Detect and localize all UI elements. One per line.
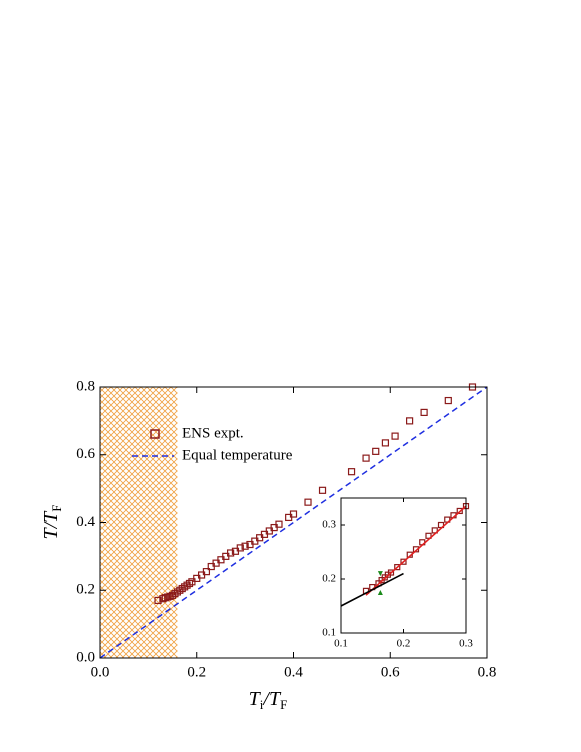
data-point	[406, 417, 414, 425]
data-point	[387, 569, 395, 576]
data-point	[154, 596, 162, 605]
data-point	[241, 542, 249, 550]
data-point	[236, 544, 244, 552]
x-axis-label-part: i	[260, 697, 264, 712]
series-line	[340, 572, 404, 607]
plot-frame	[340, 497, 467, 634]
data-point	[444, 396, 452, 405]
data-point	[347, 468, 356, 476]
data-point	[289, 510, 298, 518]
data-point	[372, 447, 380, 455]
legend-label: ENS expt.	[182, 425, 244, 441]
data-point	[391, 432, 399, 440]
series-line	[365, 505, 467, 596]
x-axis-label: Ti/TF	[249, 688, 288, 712]
y-tick-label: 0.6	[76, 446, 95, 462]
shaded-region	[100, 387, 178, 658]
x-tick-label: 0.0	[91, 664, 110, 680]
legend-marker	[150, 429, 160, 439]
y-tick-label: 0.2	[76, 582, 95, 598]
x-tick-label: 0.2	[187, 664, 206, 680]
data-point	[227, 549, 235, 557]
y-axis-label: T/TF	[40, 504, 64, 539]
data-point	[381, 439, 390, 447]
y-tick-label: 0.1	[322, 627, 336, 639]
data-point	[377, 590, 383, 595]
y-tick-label: 0.3	[322, 519, 336, 531]
data-point	[304, 498, 312, 506]
y-tick-label: 0.4	[76, 514, 95, 530]
data-point	[275, 520, 283, 528]
x-tick-label: 0.3	[459, 638, 473, 650]
y-tick-label: 0.8	[76, 378, 95, 394]
x-tick-label: 0.1	[334, 638, 348, 650]
x-tick-label: 0.2	[397, 638, 411, 650]
y-axis-label-part: T/T	[40, 510, 62, 540]
data-point	[202, 568, 211, 576]
data-point	[394, 564, 401, 571]
plot-frame	[99, 386, 488, 659]
x-tick-label: 0.4	[284, 664, 303, 680]
x-axis-label-part: /T	[262, 688, 282, 710]
inset-background	[341, 498, 466, 633]
data-point	[318, 486, 327, 494]
legend-label: Equal temperature	[182, 447, 293, 463]
data-point	[456, 507, 463, 515]
y-tick-label: 0.0	[76, 649, 95, 665]
x-tick-label: 0.8	[478, 664, 497, 680]
x-tick-label: 0.6	[381, 664, 400, 680]
x-axis-label-part: F	[280, 697, 287, 712]
y-axis-label-part: F	[49, 504, 64, 511]
data-point	[420, 408, 428, 417]
data-point	[425, 532, 432, 539]
y-tick-label: 0.2	[322, 573, 336, 585]
series-line	[99, 386, 488, 659]
data-point	[377, 571, 383, 577]
x-axis-label-part: T	[249, 688, 262, 710]
data-point	[362, 454, 370, 462]
data-point	[400, 558, 407, 565]
